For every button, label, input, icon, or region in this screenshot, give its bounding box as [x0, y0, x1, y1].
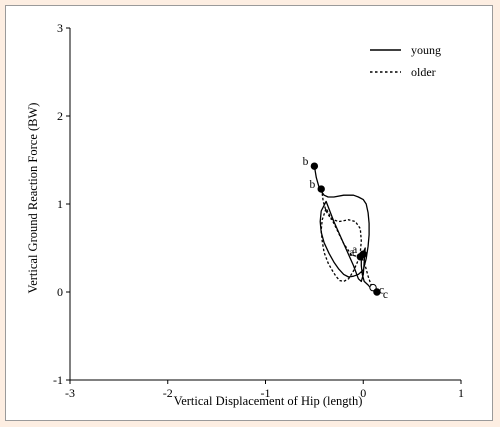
legend: young older [370, 43, 441, 79]
x-tick-label: -3 [65, 386, 75, 400]
marker-point-b [317, 185, 325, 193]
x-tick-label: 0 [360, 386, 366, 400]
legend-label-older: older [411, 65, 436, 79]
y-tick-label: 1 [57, 197, 63, 211]
x-tick-label: 1 [458, 386, 464, 400]
marker-point-b [310, 162, 319, 170]
y-tick-label: 0 [57, 285, 63, 299]
marker-label-a: a [352, 244, 357, 256]
marker-point-c [373, 288, 381, 296]
marker-point-a [356, 253, 365, 261]
y-tick-label: 2 [57, 109, 63, 123]
series-line-older [320, 188, 374, 288]
marker-label-c: c [379, 285, 384, 297]
y-tick-label: -1 [53, 373, 63, 387]
y-axis-title: Vertical Ground Reaction Force (BW) [26, 103, 40, 294]
marker-label-a: a [349, 247, 354, 259]
legend-label-young: young [411, 43, 441, 57]
series-line-young [313, 166, 376, 293]
marker-label-b: b [309, 179, 315, 191]
marker-label-c: c [383, 289, 388, 301]
x-tick-label: -2 [163, 386, 173, 400]
x-tick-label: -1 [261, 386, 271, 400]
axes: -1 0 1 2 3 -3 -2 -1 0 1 [53, 21, 464, 400]
series-layer [313, 166, 376, 293]
y-tick-label: 3 [57, 21, 63, 35]
marker-label-b: b [303, 156, 309, 168]
x-axis-title: Vertical Displacement of Hip (length) [174, 394, 363, 408]
